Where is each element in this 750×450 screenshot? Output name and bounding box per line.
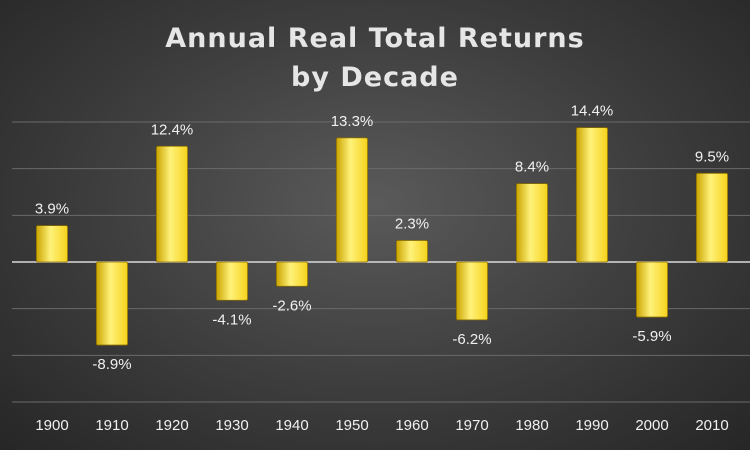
x-tick-2000: 2000 [635,417,668,434]
bar-2010 [696,172,729,263]
x-tick-1990: 1990 [575,417,608,434]
x-tick-1950: 1950 [335,417,368,434]
bar-1900 [36,225,69,263]
x-tick-1900: 1900 [35,417,68,434]
data-label-1960: 2.3% [395,216,429,233]
x-tick-1960: 1960 [395,417,428,434]
bar-1920 [155,145,188,263]
x-tick-1970: 1970 [455,417,488,434]
x-tick-1980: 1980 [515,417,548,434]
data-label-1950: 13.3% [331,113,374,130]
bar-1980 [516,183,549,263]
bar-1950 [335,137,368,263]
data-label-1980: 8.4% [515,159,549,176]
data-label-1940: -2.6% [272,297,311,314]
x-axis-ticks: 1900 1910 1920 1930 1940 1950 1960 1970 1980 1990… [35,417,728,434]
x-tick-1910: 1910 [95,417,128,434]
chart-title-line-1: Annual Real Total Returns [165,23,584,54]
bar-1940 [275,261,308,287]
bar-2000 [636,261,669,318]
x-tick-1930: 1930 [215,417,248,434]
data-label-1910: -8.9% [92,356,131,373]
x-tick-2010: 2010 [695,417,728,434]
data-label-2010: 9.5% [695,148,729,165]
bar-1930 [215,261,248,301]
data-label-1900: 3.9% [35,201,69,218]
x-tick-1940: 1940 [275,417,308,434]
x-tick-1920: 1920 [155,417,188,434]
data-label-1990: 14.4% [571,103,614,120]
bar-1970 [455,261,488,321]
bar-1960 [395,240,428,263]
data-label-1920: 12.4% [151,121,194,138]
data-label-2000: -5.9% [632,328,671,345]
gridlines [12,121,750,403]
chart-title-line-2: by Decade [291,62,459,93]
bar-1910 [96,261,129,346]
bars [36,127,729,346]
bar-1990 [576,127,609,263]
data-label-1930: -4.1% [212,311,251,328]
data-label-1970: -6.2% [452,331,491,348]
data-labels: 3.9% -8.9% 12.4% -4.1% -2.6% 13.3% 2.3% -6.2% 8.… [35,103,729,373]
